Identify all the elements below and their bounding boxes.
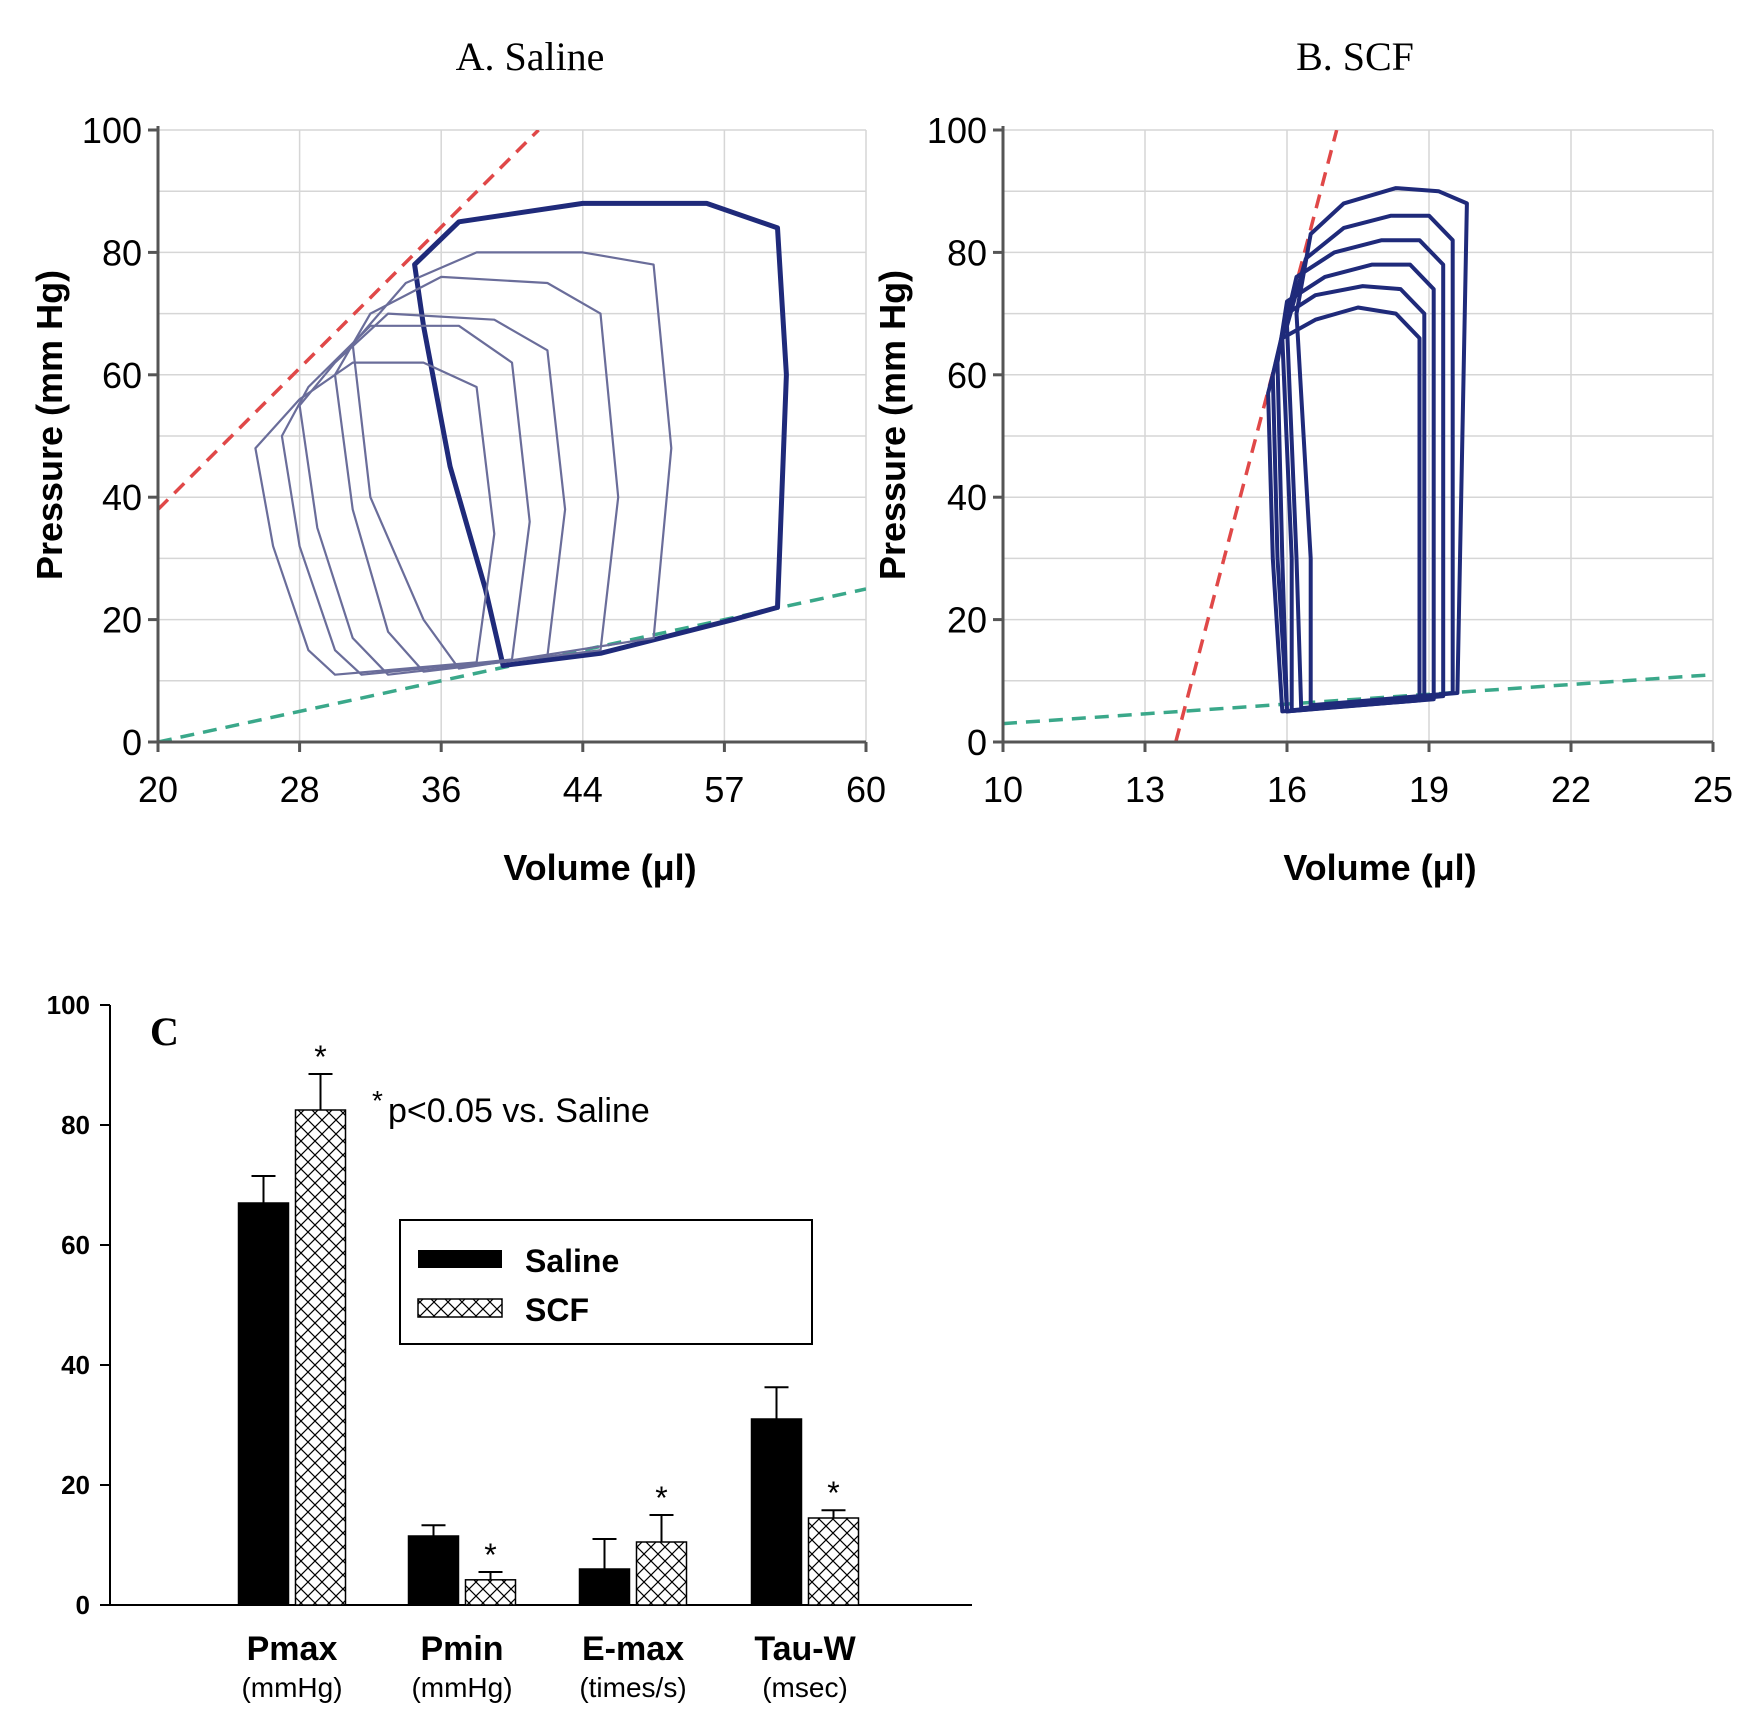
- pv-loop: [1270, 284, 1427, 714]
- c-category-unit: (msec): [762, 1672, 848, 1703]
- x-tick-label: 13: [1125, 769, 1165, 810]
- panel-c-label: C: [150, 1009, 179, 1054]
- pv-loop: [351, 251, 673, 670]
- c-category-label: Pmin: [420, 1630, 503, 1668]
- panel-c: 0 20 40 60 80 100 * * * * Pmax (mmHg) Pmin (mmHg) E-…: [47, 990, 972, 1703]
- pv-loop: [333, 275, 620, 673]
- x-tick-label: 25: [1693, 769, 1733, 810]
- panel-b: B. SCF 0 20 40 60 80 100 10 13 16 19 22 25 Volume …: [872, 34, 1733, 888]
- edpvr-line: [1003, 672, 1713, 726]
- panel-a-x-axis-label: Volume (μl): [503, 847, 696, 888]
- panel-b-title: B. SCF: [1296, 34, 1414, 79]
- x-tick-label: 28: [280, 769, 320, 810]
- x-tick-label: 16: [1267, 769, 1307, 810]
- c-y-tick-label: 100: [47, 990, 90, 1020]
- bar-saline: [750, 1418, 803, 1606]
- pv-loop: [1280, 238, 1446, 713]
- espvr-line: [158, 130, 540, 511]
- significance-star: *: [314, 1039, 326, 1075]
- pv-loop: [1285, 213, 1455, 711]
- panel-b-y-axis-label: Pressure (mm Hg): [872, 270, 913, 580]
- legend-label-saline: Saline: [525, 1243, 619, 1279]
- x-tick-label: 60: [846, 769, 886, 810]
- pv-loop: [254, 361, 496, 676]
- x-tick-label: 44: [563, 769, 603, 810]
- bar-scf: [294, 1109, 347, 1606]
- y-tick-label: 100: [82, 110, 142, 151]
- bar-scf: [807, 1517, 860, 1606]
- c-category-unit: (mmHg): [411, 1672, 512, 1703]
- x-tick-label: 10: [983, 769, 1023, 810]
- y-tick-label: 60: [947, 355, 987, 396]
- c-y-tick-label: 20: [61, 1470, 90, 1500]
- c-category-label: E-max: [582, 1630, 684, 1668]
- c-category-unit: (mmHg): [241, 1672, 342, 1703]
- y-tick-label: 80: [947, 232, 987, 273]
- legend-label-scf: SCF: [525, 1292, 589, 1328]
- espvr-line: [1174, 130, 1339, 742]
- c-category-unit: (times/s): [579, 1672, 686, 1703]
- c-y-tick-label: 40: [61, 1350, 90, 1380]
- bar-scf: [464, 1579, 517, 1606]
- y-tick-label: 60: [102, 355, 142, 396]
- bar-saline: [407, 1535, 460, 1606]
- panel-a-y-axis-label: Pressure (mm Hg): [29, 270, 70, 580]
- y-tick-label: 20: [102, 600, 142, 641]
- pv-loop: [298, 312, 567, 676]
- significance-note: p<0.05 vs. Saline: [388, 1092, 650, 1130]
- y-tick-label: 40: [947, 477, 987, 518]
- y-tick-label: 80: [102, 232, 142, 273]
- c-category-label: Pmax: [247, 1630, 338, 1668]
- x-tick-label: 19: [1409, 769, 1449, 810]
- legend: Saline SCF: [399, 1219, 813, 1345]
- bar-scf: [635, 1541, 688, 1606]
- panel-a-title: A. Saline: [456, 34, 605, 79]
- pv-loop: [1266, 305, 1422, 714]
- x-tick-label: 22: [1551, 769, 1591, 810]
- legend-box: [399, 1219, 813, 1345]
- pv-loop: [1275, 262, 1436, 714]
- x-tick-label: 36: [421, 769, 461, 810]
- y-tick-label: 100: [927, 110, 987, 151]
- c-y-tick-label: 80: [61, 1110, 90, 1140]
- pv-loop: [1294, 186, 1469, 708]
- c-y-tick-label: 0: [76, 1590, 90, 1620]
- bar-saline: [237, 1202, 290, 1606]
- significance-star: *: [827, 1475, 839, 1511]
- significance-star: *: [655, 1480, 667, 1516]
- y-tick-label: 0: [967, 722, 987, 763]
- x-tick-label: 20: [138, 769, 178, 810]
- panel-b-x-axis-label: Volume (μl): [1283, 847, 1476, 888]
- bar-saline: [578, 1568, 631, 1606]
- pv-loop: [280, 324, 531, 676]
- significance-note-star: *: [372, 1085, 383, 1116]
- legend-swatch-scf: [417, 1298, 503, 1318]
- c-y-tick-label: 60: [61, 1230, 90, 1260]
- y-tick-label: 20: [947, 600, 987, 641]
- significance-star: *: [484, 1537, 496, 1573]
- y-tick-label: 0: [122, 722, 142, 763]
- panel-a: A. Saline 0 20 40 60 80 100 20 28 36 44 57 60 Volu…: [29, 34, 886, 888]
- y-tick-label: 40: [102, 477, 142, 518]
- c-category-label: Tau-W: [754, 1630, 856, 1668]
- x-tick-label: 57: [704, 769, 744, 810]
- pv-loop: [412, 200, 789, 668]
- legend-swatch-saline: [418, 1250, 502, 1268]
